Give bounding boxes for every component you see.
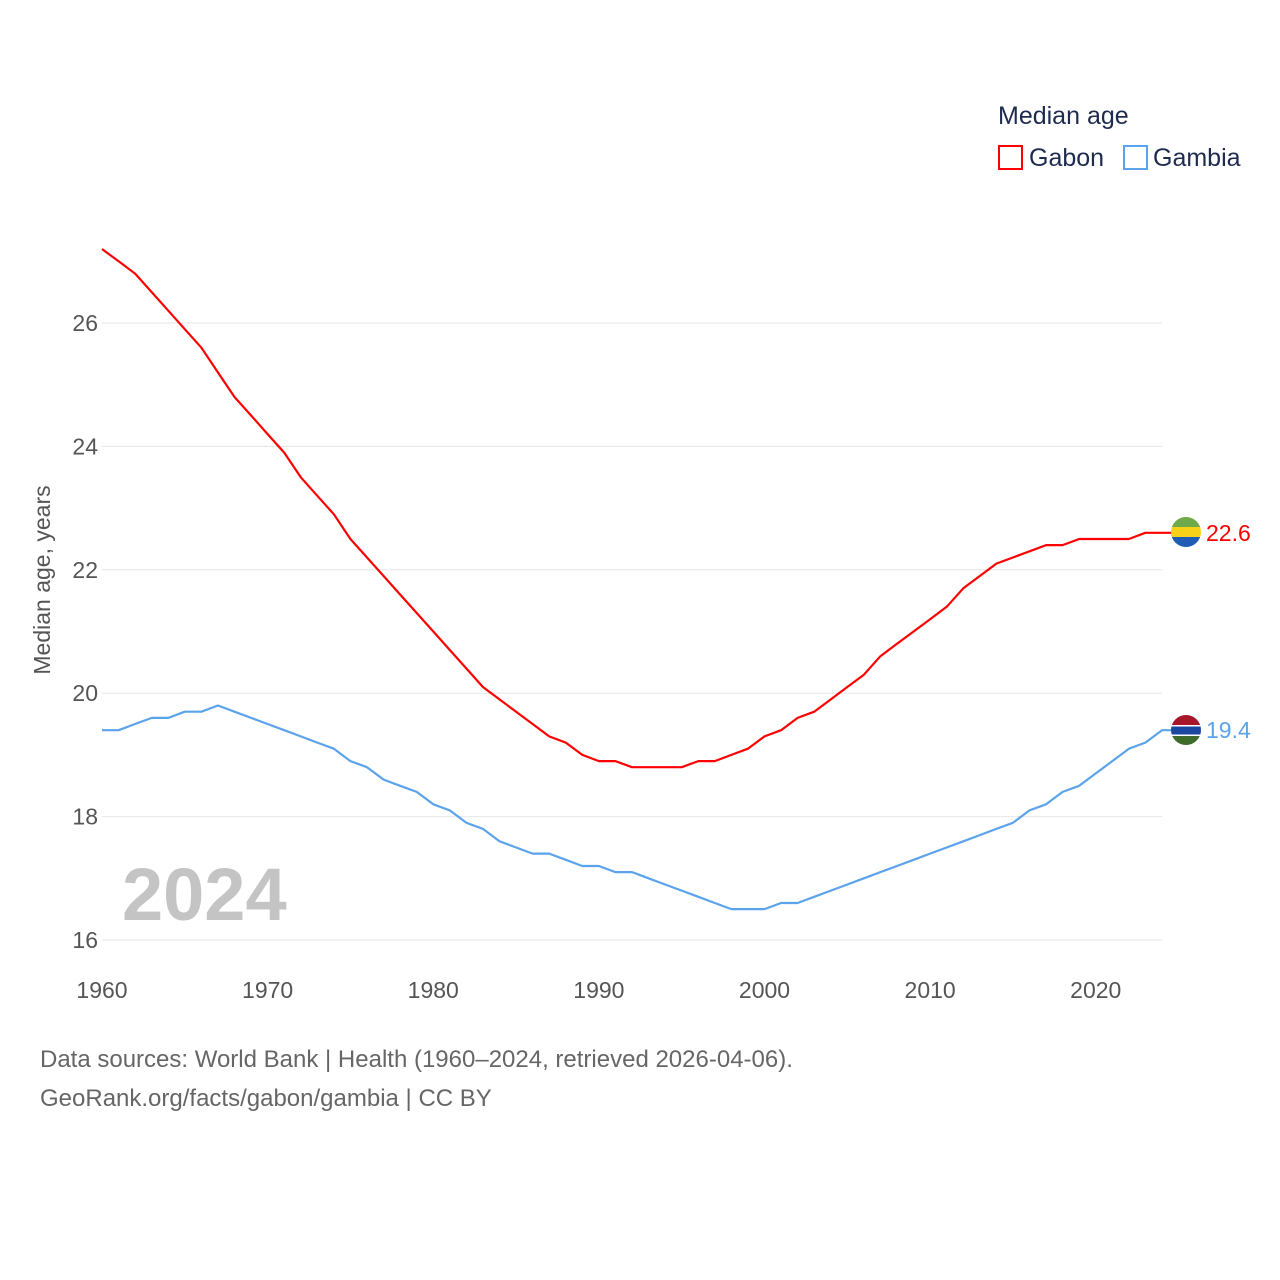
legend-swatch: [998, 145, 1023, 170]
legend: Median age Gabon Gambia: [998, 102, 1241, 172]
y-tick-label: 22: [72, 557, 98, 583]
x-tick-label: 1990: [573, 977, 624, 1003]
data-source-note: Data sources: World Bank | Health (1960–…: [40, 1046, 793, 1073]
x-tick-label: 2010: [905, 977, 956, 1003]
y-tick-label: 16: [72, 927, 98, 953]
y-tick-label: 20: [72, 680, 98, 706]
legend-swatch: [1123, 145, 1148, 170]
attribution-link[interactable]: GeoRank.org/facts/gabon/gambia | CC BY: [40, 1085, 492, 1112]
legend-title: Median age: [998, 102, 1129, 130]
x-tick-label: 1980: [408, 977, 459, 1003]
y-axis-label: Median age, years: [29, 485, 55, 674]
gabon-flag-icon: [1171, 517, 1201, 547]
y-tick-label: 24: [72, 433, 98, 459]
series-line-gambia: [102, 704, 1172, 911]
x-tick-label: 1960: [76, 977, 127, 1003]
legend-label: Gambia: [1153, 144, 1241, 172]
year-watermark: 2024: [122, 853, 287, 936]
legend-item-gambia[interactable]: Gambia: [1123, 144, 1241, 172]
x-tick-label: 1970: [242, 977, 293, 1003]
x-tick-label: 2000: [739, 977, 790, 1003]
y-tick-label: 26: [72, 310, 98, 336]
legend-label: Gabon: [1029, 144, 1104, 172]
legend-item-gabon[interactable]: Gabon: [998, 144, 1104, 172]
gambia-flag-icon: [1171, 715, 1201, 745]
end-value-label-gabon: 22.6: [1206, 520, 1251, 546]
series-line-gabon: [101, 248, 1172, 769]
y-tick-label: 18: [72, 804, 98, 830]
x-tick-label: 2020: [1070, 977, 1121, 1003]
end-value-label-gambia: 19.4: [1206, 717, 1251, 743]
